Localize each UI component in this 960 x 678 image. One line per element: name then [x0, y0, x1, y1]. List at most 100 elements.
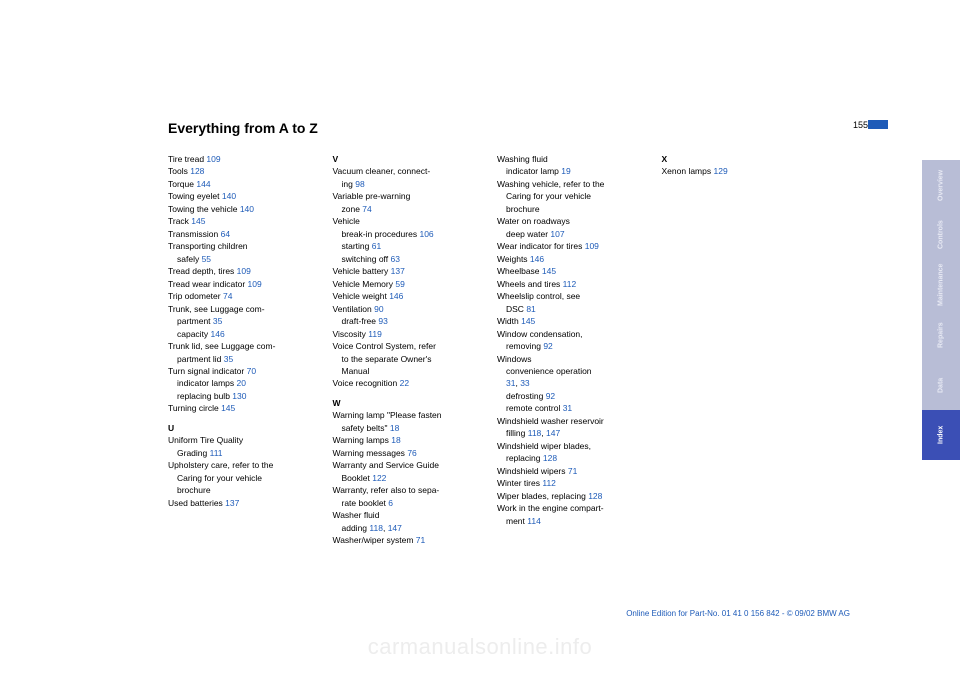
- tab-data[interactable]: Data: [922, 360, 960, 410]
- page-ref[interactable]: 140: [222, 191, 236, 201]
- page-ref[interactable]: 145: [542, 266, 556, 276]
- page-ref[interactable]: 31: [563, 403, 572, 413]
- page-ref[interactable]: 145: [521, 316, 535, 326]
- tab-index[interactable]: Index: [922, 410, 960, 460]
- page-ref[interactable]: 146: [389, 291, 403, 301]
- index-entry: partment lid 35: [168, 354, 315, 365]
- entry-text: Washing vehicle, refer to the: [497, 179, 604, 189]
- page-ref[interactable]: 90: [374, 304, 383, 314]
- page-ref[interactable]: 76: [407, 448, 416, 458]
- page-ref[interactable]: 137: [391, 266, 405, 276]
- tab-maintenance[interactable]: Maintenance: [922, 260, 960, 310]
- entry-text: indicator lamp: [506, 166, 561, 176]
- page-ref[interactable]: 106: [419, 229, 433, 239]
- page-ref[interactable]: 119: [368, 329, 382, 339]
- page-ref[interactable]: 64: [221, 229, 230, 239]
- page-ref[interactable]: 147: [388, 523, 402, 533]
- index-entry: Tools 128: [168, 166, 315, 177]
- page-ref[interactable]: 109: [248, 279, 262, 289]
- entry-text: Width: [497, 316, 521, 326]
- page-ref[interactable]: 118: [369, 523, 383, 533]
- index-letter: X: [662, 154, 809, 165]
- entry-text: Vehicle battery: [333, 266, 391, 276]
- index-entry: Water on roadways: [497, 216, 644, 227]
- tab-repairs[interactable]: Repairs: [922, 310, 960, 360]
- page-ref[interactable]: 140: [240, 204, 254, 214]
- index-entry: Manual: [333, 366, 480, 377]
- index-entry: Turning circle 145: [168, 403, 315, 414]
- entry-text: Warning lamps: [333, 435, 392, 445]
- page-ref[interactable]: 107: [550, 229, 564, 239]
- entry-text: zone: [342, 204, 363, 214]
- page-ref[interactable]: 146: [530, 254, 544, 264]
- index-entry: replacing bulb 130: [168, 391, 315, 402]
- page-ref[interactable]: 137: [225, 498, 239, 508]
- page-ref[interactable]: 109: [206, 154, 220, 164]
- page-ref[interactable]: 71: [416, 535, 425, 545]
- page-ref[interactable]: 109: [585, 241, 599, 251]
- page-ref[interactable]: 81: [526, 304, 535, 314]
- page-ref[interactable]: 33: [520, 378, 529, 388]
- page-ref[interactable]: 20: [237, 378, 246, 388]
- page-ref[interactable]: 128: [543, 453, 557, 463]
- page-ref[interactable]: 61: [372, 241, 381, 251]
- tab-overview[interactable]: Overview: [922, 160, 960, 210]
- index-entry: Trip odometer 74: [168, 291, 315, 302]
- entry-text: Track: [168, 216, 191, 226]
- entry-text: Used batteries: [168, 498, 225, 508]
- index-entry: remote control 31: [497, 403, 644, 414]
- page-ref[interactable]: 93: [378, 316, 387, 326]
- page-ref[interactable]: 35: [213, 316, 222, 326]
- page-ref[interactable]: 112: [542, 478, 556, 488]
- page-ref[interactable]: 63: [390, 254, 399, 264]
- index-entry: Vehicle weight 146: [333, 291, 480, 302]
- tab-controls[interactable]: Controls: [922, 210, 960, 260]
- index-page: Everything from A to Z 155 Tire tread 10…: [168, 120, 808, 548]
- page-ref[interactable]: 147: [546, 428, 560, 438]
- index-entry: draft-free 93: [333, 316, 480, 327]
- index-entry: Ventilation 90: [333, 304, 480, 315]
- page-ref[interactable]: 122: [372, 473, 386, 483]
- page-ref[interactable]: 55: [202, 254, 211, 264]
- page-ref[interactable]: 92: [546, 391, 555, 401]
- page-ref[interactable]: 111: [210, 448, 223, 458]
- page-ref[interactable]: 18: [391, 435, 400, 445]
- page-ref[interactable]: 118: [528, 428, 542, 438]
- page-ref[interactable]: 74: [223, 291, 232, 301]
- index-entry: Transmission 64: [168, 229, 315, 240]
- page-ref[interactable]: 70: [247, 366, 256, 376]
- index-entry: safely 55: [168, 254, 315, 265]
- page-ref[interactable]: 146: [211, 329, 225, 339]
- index-entry: replacing 128: [497, 453, 644, 464]
- index-entry: Vehicle Memory 59: [333, 279, 480, 290]
- page-number: 155: [853, 120, 868, 130]
- page-ref[interactable]: 98: [355, 179, 364, 189]
- page-ref[interactable]: 129: [713, 166, 727, 176]
- index-entry: brochure: [168, 485, 315, 496]
- page-ref[interactable]: 22: [400, 378, 409, 388]
- index-entry: Voice recognition 22: [333, 378, 480, 389]
- page-ref[interactable]: 114: [527, 516, 541, 526]
- entry-text: Tire tread: [168, 154, 206, 164]
- entry-text: Turn signal indicator: [168, 366, 247, 376]
- index-entry: Used batteries 137: [168, 498, 315, 509]
- page-ref[interactable]: 144: [196, 179, 210, 189]
- page-ref[interactable]: 112: [563, 279, 577, 289]
- page-ref[interactable]: 128: [588, 491, 602, 501]
- page-ref[interactable]: 130: [232, 391, 246, 401]
- index-entry: Tread wear indicator 109: [168, 279, 315, 290]
- page-ref[interactable]: 59: [395, 279, 404, 289]
- page-ref[interactable]: 145: [191, 216, 205, 226]
- page-ref[interactable]: 74: [362, 204, 371, 214]
- page-ref[interactable]: 92: [543, 341, 552, 351]
- page-ref[interactable]: 35: [224, 354, 233, 364]
- page-ref[interactable]: 19: [561, 166, 570, 176]
- page-ref[interactable]: 6: [388, 498, 393, 508]
- page-ref[interactable]: 109: [237, 266, 251, 276]
- page-ref[interactable]: 145: [221, 403, 235, 413]
- index-entry: partment 35: [168, 316, 315, 327]
- entry-text: indicator lamps: [177, 378, 237, 388]
- page-ref[interactable]: 71: [568, 466, 577, 476]
- page-ref[interactable]: 18: [390, 423, 399, 433]
- page-ref[interactable]: 128: [190, 166, 204, 176]
